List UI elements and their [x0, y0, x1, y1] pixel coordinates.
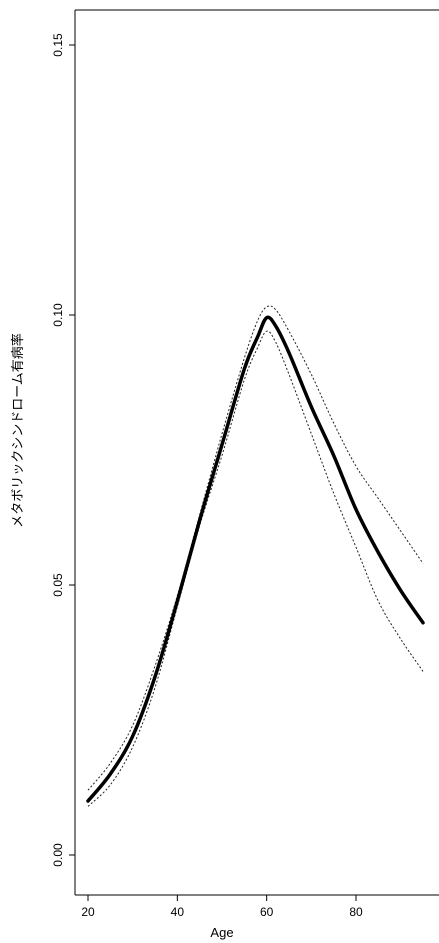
y-tick-label: 0.15	[51, 33, 65, 57]
series-line-lower-bound	[87, 330, 424, 807]
x-ticks: 20 40 60 80	[81, 895, 363, 919]
y-tick-label: 0.00	[51, 843, 65, 867]
axes	[74, 9, 439, 896]
x-axis-title: Age	[210, 925, 233, 940]
y-tick-label: 0.05	[51, 573, 65, 597]
series-layer	[86, 305, 425, 807]
series-line-estimate	[86, 315, 425, 803]
y-ticks: 0.00 0.05 0.10 0.15	[51, 33, 75, 867]
y-axis-title: メタボリックシンドローム有病率	[10, 333, 25, 528]
x-tick-label: 40	[171, 905, 185, 919]
series-line-upper-bound	[87, 305, 424, 791]
x-tick-label: 60	[260, 905, 274, 919]
x-tick-label: 20	[81, 905, 95, 919]
x-tick-label: 80	[349, 905, 363, 919]
y-tick-label: 0.10	[51, 303, 65, 327]
